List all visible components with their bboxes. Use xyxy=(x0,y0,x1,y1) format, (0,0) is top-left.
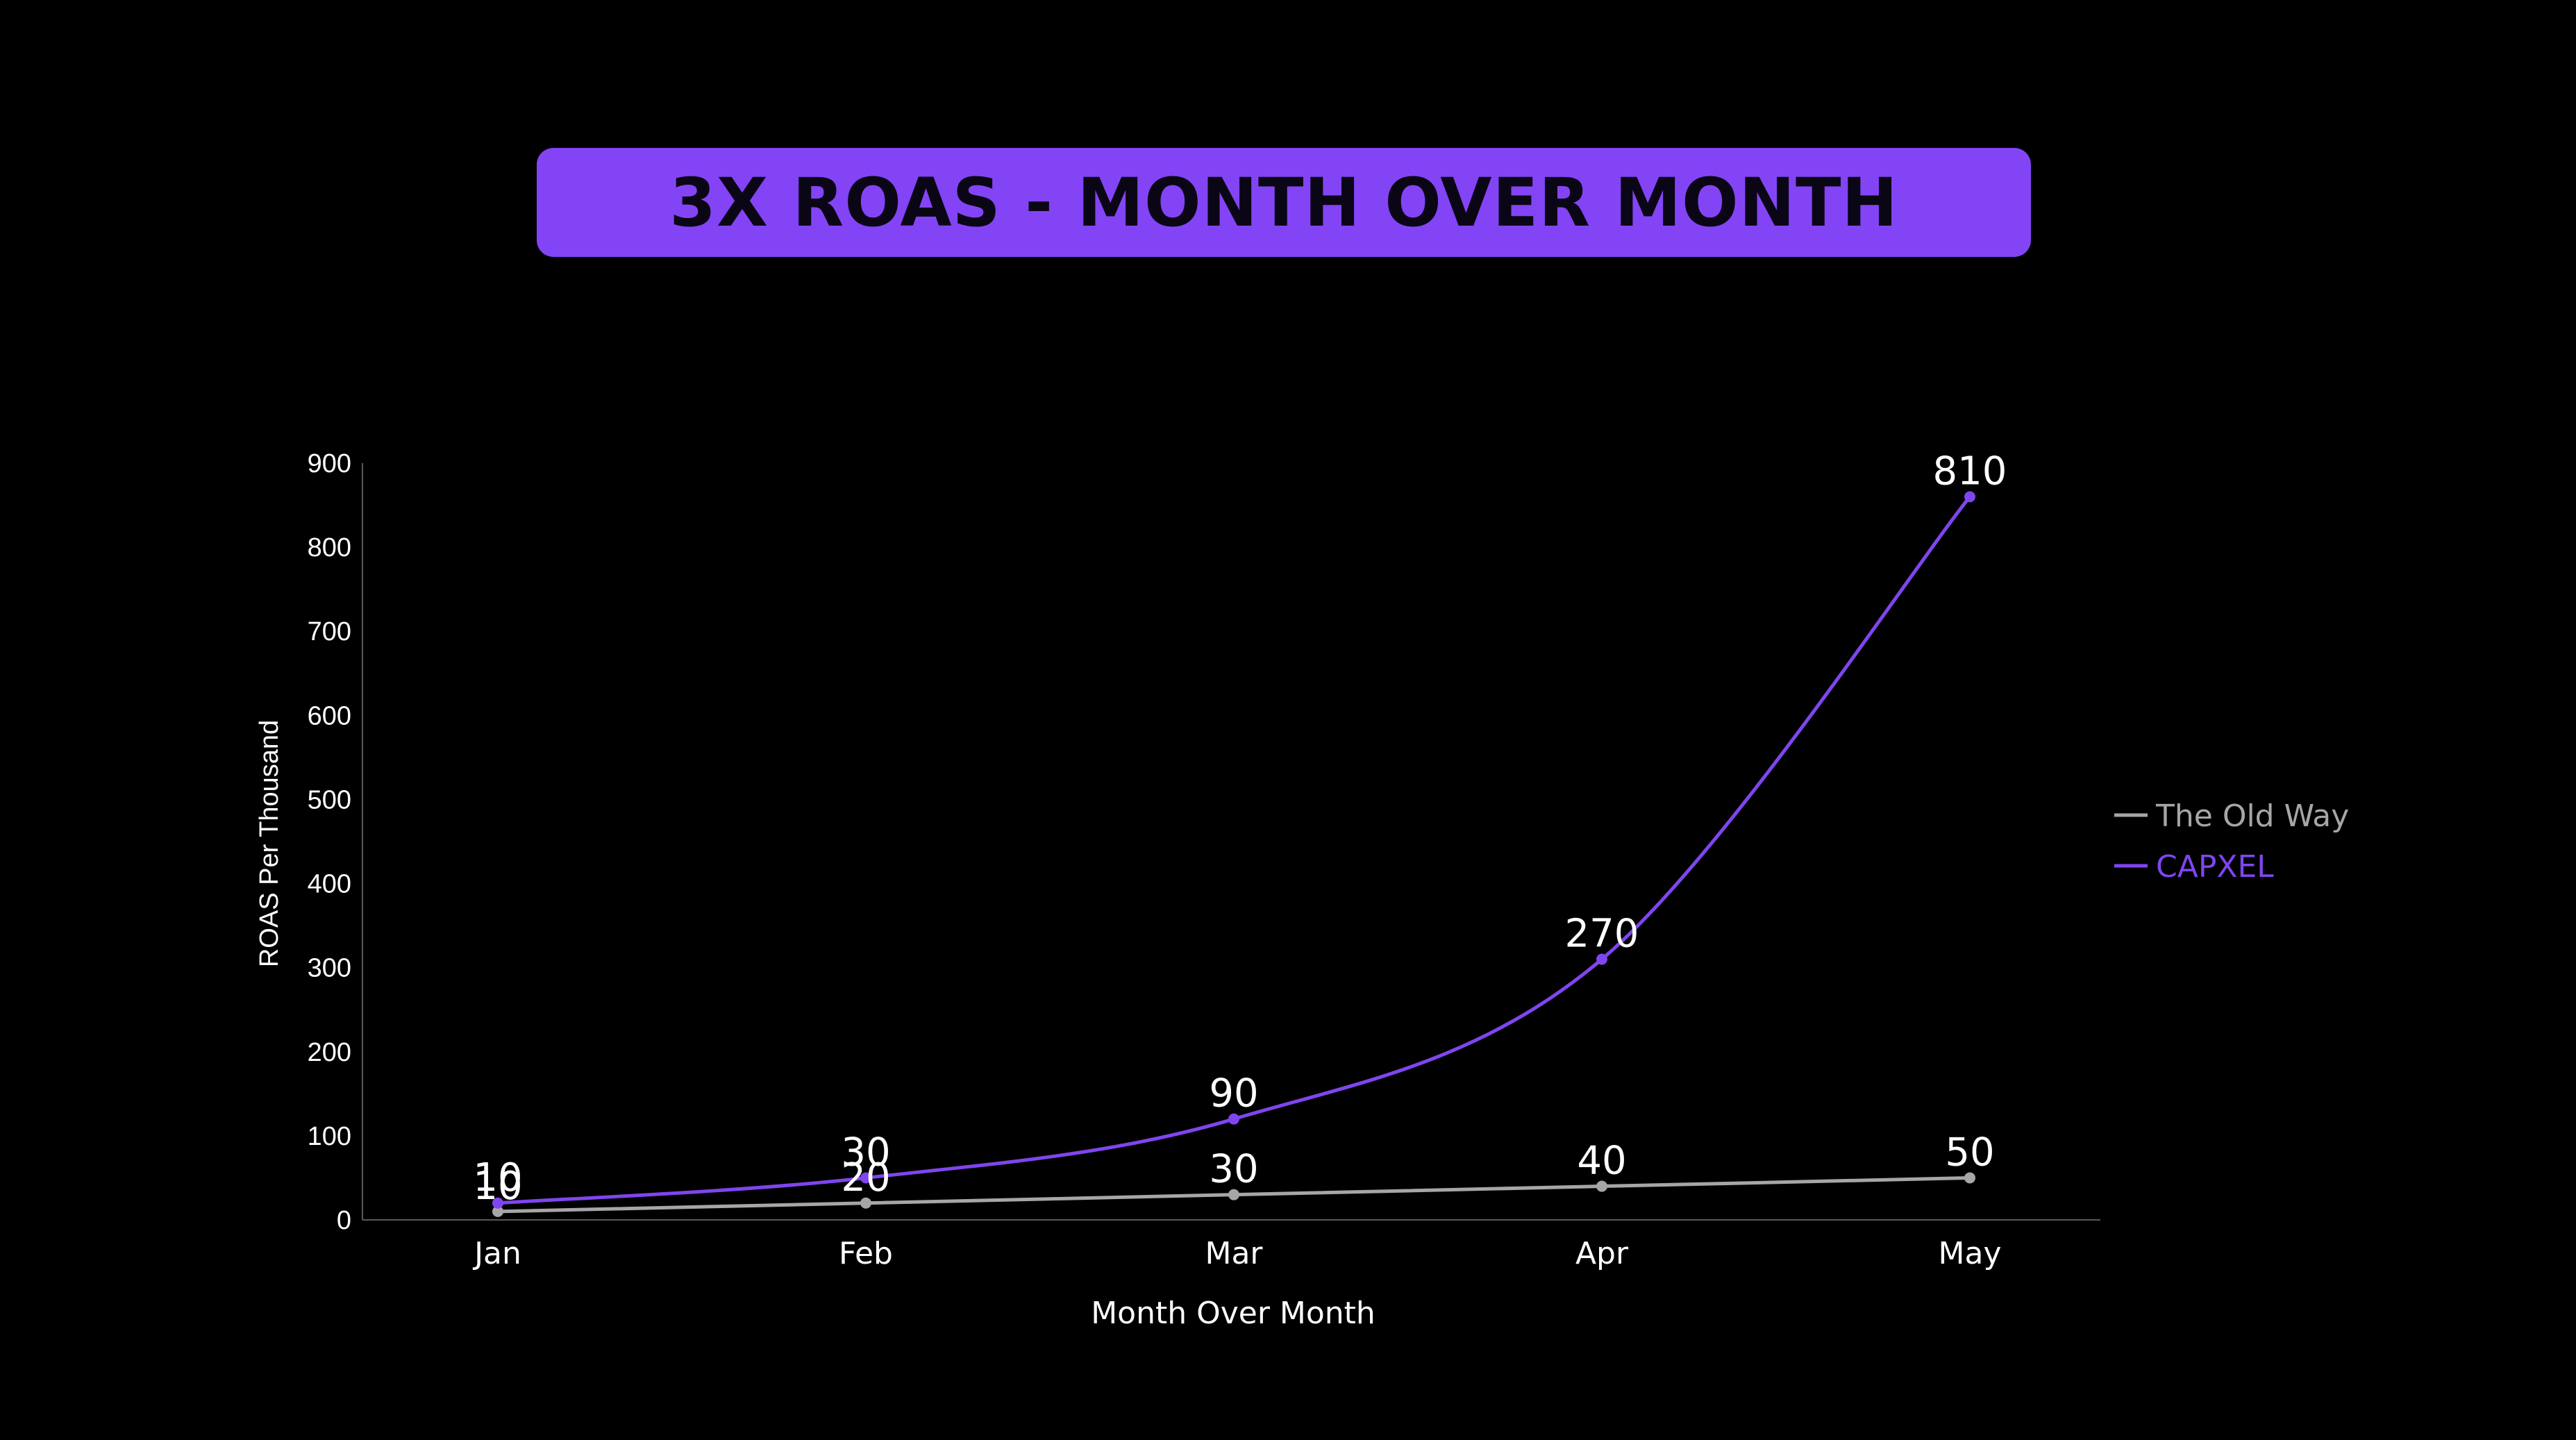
data-point-capxel xyxy=(1596,953,1607,965)
y-tick-label: 800 xyxy=(308,533,351,562)
data-point-the-old-way xyxy=(492,1205,503,1217)
y-tick-label: 500 xyxy=(308,785,351,814)
data-label-the-old-way: 50 xyxy=(1945,1130,1994,1175)
y-tick-label: 600 xyxy=(308,701,351,730)
data-point-the-old-way xyxy=(1964,1172,1975,1184)
x-tick-label: Apr xyxy=(1575,1236,1629,1271)
data-point-the-old-way xyxy=(1596,1180,1607,1192)
x-tick-label: May xyxy=(1939,1236,2002,1271)
chart-title: 3X ROAS - MONTH OVER MONTH xyxy=(669,163,1898,242)
y-tick-label: 0 xyxy=(337,1206,351,1235)
data-label-capxel: 30 xyxy=(841,1130,890,1175)
x-tick-label: Jan xyxy=(472,1236,521,1271)
legend-label-capxel: CAPXEL xyxy=(2156,849,2274,885)
data-point-capxel xyxy=(1964,491,1975,503)
data-point-the-old-way xyxy=(1228,1189,1239,1200)
data-label-capxel: 90 xyxy=(1209,1071,1258,1116)
y-tick-label: 700 xyxy=(308,617,351,646)
data-label-the-old-way: 20 xyxy=(841,1155,890,1200)
axes: 0 100 200 300 400 500 600 700 800 900 Jan Feb Mar Apr… xyxy=(255,449,2100,1331)
series-lines xyxy=(492,491,1975,1217)
legend-label-the-old-way: The Old Way xyxy=(2155,798,2349,834)
data-label-the-old-way: 10 xyxy=(473,1164,522,1209)
x-axis-title: Month Over Month xyxy=(1091,1296,1375,1331)
x-tick-label: Mar xyxy=(1205,1236,1263,1271)
x-tick-label: Feb xyxy=(839,1236,893,1271)
title-banner: 3X ROAS - MONTH OVER MONTH xyxy=(537,148,2031,257)
y-tick-label: 300 xyxy=(308,954,351,983)
data-point-capxel xyxy=(492,1197,503,1209)
data-point-the-old-way xyxy=(860,1197,871,1209)
data-label-the-old-way: 40 xyxy=(1577,1139,1626,1184)
data-label-capxel: 10 xyxy=(473,1155,522,1200)
y-tick-label: 400 xyxy=(308,870,351,899)
data-point-capxel xyxy=(1228,1113,1239,1125)
data-label-capxel: 270 xyxy=(1565,912,1639,957)
legend: The Old Way CAPXEL xyxy=(2114,798,2349,885)
series-line-capxel xyxy=(497,495,1971,1205)
y-axis-title: ROAS Per Thousand xyxy=(255,720,284,967)
y-tick-label: 200 xyxy=(308,1038,351,1067)
data-point-capxel xyxy=(860,1172,871,1184)
data-label-capxel: 810 xyxy=(1933,449,2007,494)
y-tick-label: 100 xyxy=(308,1122,351,1151)
y-tick-label: 900 xyxy=(308,449,351,478)
data-label-the-old-way: 30 xyxy=(1209,1147,1258,1192)
